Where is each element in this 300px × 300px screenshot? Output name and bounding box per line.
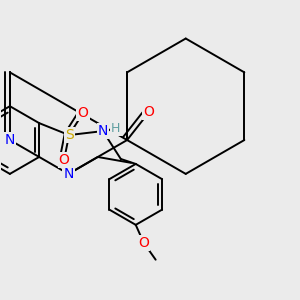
Text: O: O [144,105,154,119]
Text: S: S [65,128,74,142]
Text: N: N [63,167,74,181]
Text: O: O [77,106,88,120]
Text: N: N [5,133,15,147]
Text: O: O [138,236,149,250]
Text: H: H [111,122,121,135]
Text: N: N [98,124,108,138]
Text: O: O [58,153,70,167]
